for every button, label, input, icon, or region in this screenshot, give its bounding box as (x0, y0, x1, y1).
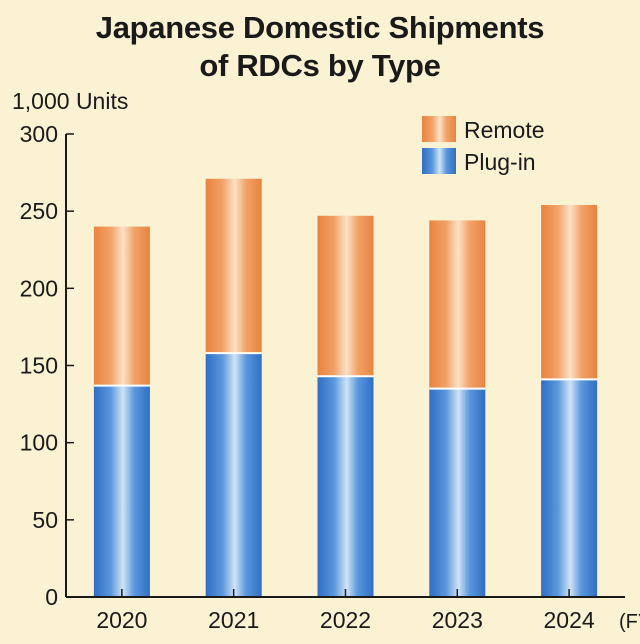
x-axis-suffix: (FY) (619, 611, 640, 633)
y-tick-label: 300 (20, 121, 58, 147)
bar-remote-2020 (93, 226, 150, 386)
chart-title-line-2: of RDCs by Type (199, 48, 441, 83)
bar-plug-in-2024 (541, 379, 598, 597)
y-tick-label: 250 (20, 198, 58, 224)
chart-title-line-1: Japanese Domestic Shipments (95, 10, 545, 45)
legend: Remote Plug-in (422, 116, 545, 175)
bar-remote-2024 (541, 204, 598, 380)
y-tick-label: 200 (20, 275, 58, 301)
y-tick-label: 50 (32, 507, 58, 533)
legend-label-remote: Remote (464, 117, 545, 143)
y-tick-label: 0 (45, 584, 58, 610)
bar-remote-2023 (429, 220, 486, 389)
x-tick-label: 2024 (544, 607, 595, 633)
bar-plug-in-2022 (317, 376, 374, 597)
x-tick-label: 2023 (432, 607, 483, 633)
x-tick-label: 2020 (96, 607, 147, 633)
bar-plug-in-2021 (205, 353, 262, 597)
legend-label-plug-in: Plug-in (464, 149, 536, 175)
x-tick-label: 2022 (320, 607, 371, 633)
x-tick-label: 2021 (208, 607, 259, 633)
bar-remote-2021 (205, 178, 262, 354)
legend-swatch-plug-in (422, 148, 456, 174)
legend-swatch-remote (422, 116, 456, 142)
y-axis-unit-label: 1,000 Units (12, 88, 129, 114)
bar-plug-in-2023 (429, 388, 486, 597)
bar-layer (93, 178, 598, 597)
y-tick-label: 100 (20, 430, 58, 456)
bar-plug-in-2020 (93, 385, 150, 597)
axes-layer: 2020 2021 2022 2023 2024 (FY) 0 50 100 150 200 250 3… (20, 121, 640, 633)
y-tick-label: 150 (20, 353, 58, 379)
bar-remote-2022 (317, 215, 374, 377)
